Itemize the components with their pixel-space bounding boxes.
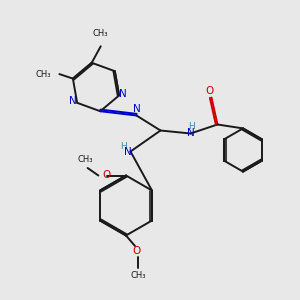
Text: O: O (132, 246, 141, 256)
Text: CH₃: CH₃ (35, 70, 51, 79)
Text: H: H (188, 122, 194, 131)
Text: O: O (102, 170, 111, 181)
Text: N: N (133, 104, 140, 114)
Text: CH₃: CH₃ (93, 29, 109, 38)
Text: N: N (187, 128, 195, 139)
Text: CH₃: CH₃ (78, 155, 93, 164)
Text: N: N (119, 89, 127, 99)
Text: H: H (121, 142, 127, 151)
Text: N: N (69, 96, 77, 106)
Text: N: N (124, 147, 131, 157)
Text: O: O (206, 86, 214, 96)
Text: CH₃: CH₃ (130, 271, 146, 280)
